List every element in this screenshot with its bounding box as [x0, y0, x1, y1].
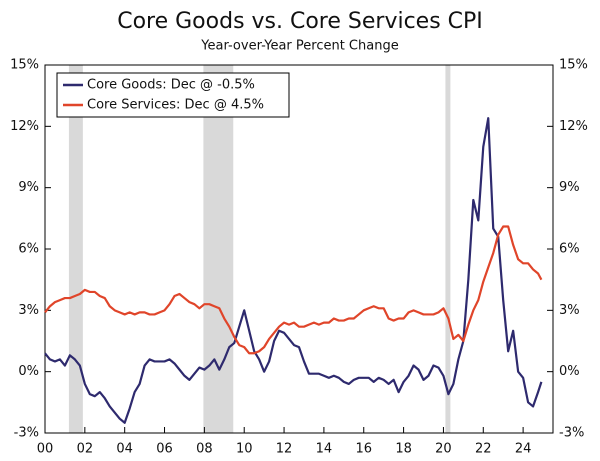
x-tick-label: 22 [475, 442, 492, 457]
chart-subtitle: Year-over-Year Percent Change [200, 39, 398, 54]
recession-shade [445, 65, 451, 433]
chart-title: Core Goods vs. Core Services CPI [117, 9, 483, 34]
legend: Core Goods: Dec @ -0.5% Core Services: De… [56, 72, 290, 118]
x-tick-label: 04 [116, 442, 133, 457]
y2-tick-label: -3% [559, 426, 584, 441]
y-tick-label: 9% [18, 180, 39, 195]
recession-shade [68, 65, 83, 433]
y2-tick-label: 9% [559, 180, 580, 195]
y2-tick-label: 0% [559, 364, 580, 379]
recession-shade [203, 65, 234, 433]
y-tick-label: 3% [18, 303, 39, 318]
y-tick-label: 15% [10, 58, 39, 73]
x-tick-label: 18 [395, 442, 412, 457]
y2-tick-label: 15% [559, 58, 588, 73]
y2-tick-label: 12% [559, 119, 588, 134]
y-tick-label: -3% [14, 426, 39, 441]
y-tick-label: 12% [10, 119, 39, 134]
x-tick-label: 06 [156, 442, 173, 457]
x-tick-label: 14 [316, 442, 333, 457]
x-tick-label: 16 [355, 442, 372, 457]
y-tick-label: 0% [18, 364, 39, 379]
legend-label: Core Services: Dec @ 4.5% [87, 98, 264, 113]
y-tick-label: 6% [18, 242, 39, 257]
x-tick-label: 24 [515, 442, 532, 457]
y2-tick-label: 6% [559, 242, 580, 257]
x-tick-label: 12 [276, 442, 293, 457]
y2-tick-label: 3% [559, 303, 580, 318]
legend-box [56, 72, 290, 118]
series-line [44, 117, 543, 424]
x-tick-label: 10 [236, 442, 253, 457]
series-line [44, 225, 543, 355]
legend-label: Core Goods: Dec @ -0.5% [87, 78, 255, 93]
plot-frame [44, 64, 554, 434]
x-tick-label: 20 [435, 442, 452, 457]
x-tick-label: 00 [37, 442, 54, 457]
x-tick-label: 02 [77, 442, 94, 457]
x-tick-label: 08 [196, 442, 213, 457]
